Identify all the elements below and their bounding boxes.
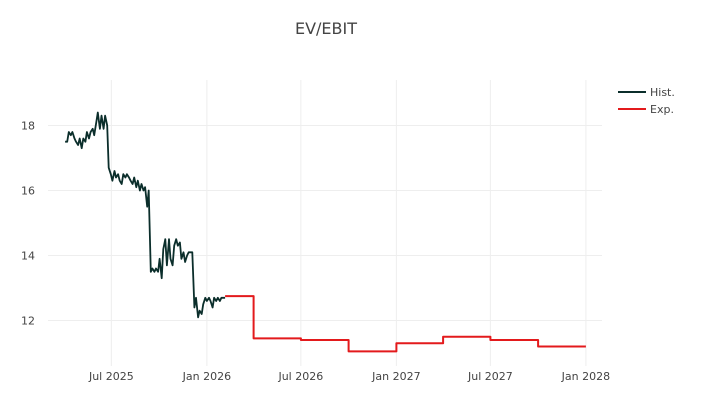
x-axis-ticks: Jul 2025 Jan 2026 Jul 2026 Jan 2027 Jul 2027… xyxy=(88,370,610,383)
legend-label: Exp. xyxy=(650,103,674,116)
legend-item-exp[interactable]: Exp. xyxy=(618,103,674,116)
legend-label: Hist. xyxy=(650,86,675,99)
x-tick-label: Jul 2025 xyxy=(88,370,134,383)
chart-title: EV/EBIT xyxy=(295,19,357,38)
x-tick-label: Jul 2026 xyxy=(277,370,323,383)
y-axis-ticks: 12 14 16 18 xyxy=(21,120,35,328)
x-tick-label: Jan 2026 xyxy=(182,370,231,383)
series-lines xyxy=(65,111,586,353)
legend-item-hist[interactable]: Hist. xyxy=(618,86,675,99)
legend[interactable]: Hist. Exp. xyxy=(618,86,675,116)
y-tick-label: 18 xyxy=(21,120,35,133)
y-tick-label: 14 xyxy=(21,250,35,263)
x-tick-label: Jan 2028 xyxy=(561,370,610,383)
grid-lines xyxy=(48,80,602,366)
y-tick-label: 12 xyxy=(21,315,35,328)
series-line-exp xyxy=(225,295,586,353)
series-line-hist xyxy=(65,111,226,319)
x-tick-label: Jan 2027 xyxy=(371,370,420,383)
y-tick-label: 16 xyxy=(21,185,35,198)
x-tick-label: Jul 2027 xyxy=(467,370,513,383)
